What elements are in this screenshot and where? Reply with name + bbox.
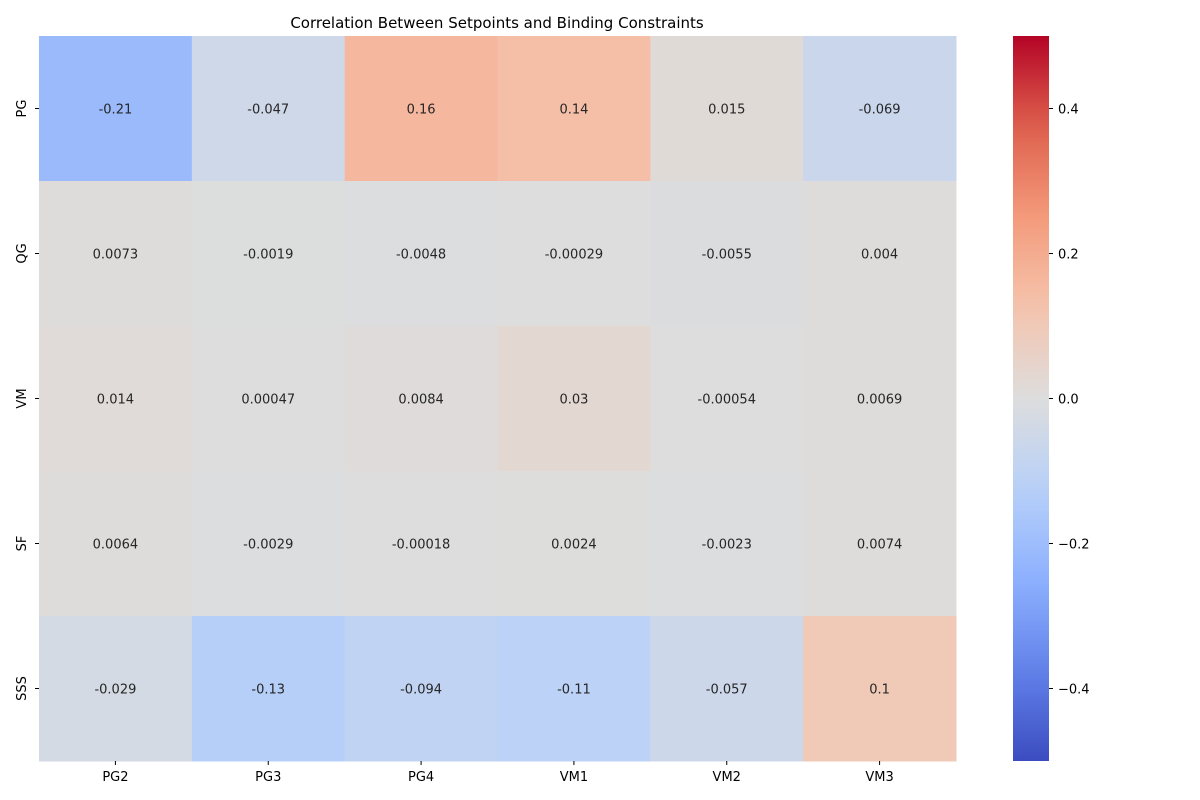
cell-value-label: 0.16: [407, 103, 436, 118]
heatmap-cell-pg-vm3: [803, 36, 957, 182]
heatmap-cell-qg-vm1: [497, 181, 651, 327]
cell-value-label: -0.069: [859, 103, 901, 118]
x-tick-label: PG3: [255, 770, 281, 785]
heatmap-cell-sss-pg3: [191, 616, 346, 762]
heatmap-cell-vm-pg2: [39, 326, 193, 472]
heatmap-cell-vm-vm1: [497, 326, 651, 472]
heatmap-cell-pg-pg4: [344, 36, 498, 182]
cell-value-label: -0.057: [706, 683, 748, 698]
cell-value-label: -0.00054: [698, 393, 756, 408]
heatmap-cell-sf-pg2: [39, 471, 193, 617]
heatmap-cell-qg-vm2: [650, 181, 804, 327]
cell-value-label: -0.00018: [392, 538, 450, 553]
cell-value-label: 0.14: [559, 103, 588, 118]
colorbar-gradient: [1013, 36, 1049, 761]
cell-value-label: -0.0023: [702, 538, 752, 553]
cell-value-label: -0.0055: [702, 248, 752, 263]
heatmap-cell-qg-pg3: [191, 181, 346, 327]
cell-value-label: 0.1: [869, 683, 890, 698]
heatmap-cell-qg-vm3: [803, 181, 957, 327]
y-tick-label: VM: [15, 388, 30, 408]
cell-value-label: 0.0074: [857, 538, 903, 553]
heatmap-cell-pg-pg2: [39, 36, 193, 182]
x-tick-label: VM2: [713, 770, 741, 785]
cell-value-label: 0.03: [559, 393, 588, 408]
cell-value-label: 0.0084: [398, 393, 444, 408]
colorbar-tick-label: 0.0: [1058, 393, 1079, 408]
cell-value-label: -0.0029: [243, 538, 293, 553]
heatmap-cell-sss-vm2: [650, 616, 804, 762]
cell-value-label: -0.13: [251, 683, 285, 698]
heatmap-cell-vm-pg4: [344, 326, 498, 472]
colorbar-tick-label: 0.4: [1058, 103, 1079, 118]
y-tick-label: QG: [15, 243, 30, 263]
heatmap-cells: [39, 36, 957, 762]
cell-value-label: -0.047: [247, 103, 289, 118]
cell-value-label: -0.029: [94, 683, 136, 698]
cell-value-label: -0.094: [400, 683, 442, 698]
cell-value-label: 0.014: [97, 393, 134, 408]
heatmap-cell-sss-pg4: [344, 616, 498, 762]
heatmap-cell-sf-vm2: [650, 471, 804, 617]
heatmap-cell-vm-vm3: [803, 326, 957, 472]
colorbar: −0.4 −0.2 0.0 0.2 0.4: [1013, 36, 1090, 761]
heatmap-cell-sf-vm1: [497, 471, 651, 617]
colorbar-tick-label: 0.2: [1058, 248, 1079, 263]
y-axis: PG QG VM SF SSS: [15, 100, 39, 701]
heatmap-cell-sf-pg3: [191, 471, 346, 617]
heatmap-cell-vm-vm2: [650, 326, 804, 472]
y-tick-label: PG: [15, 100, 30, 118]
cell-value-label: 0.00047: [241, 393, 295, 408]
cell-value-label: 0.0069: [857, 393, 903, 408]
heatmap-cell-labels: -0.21 -0.047 0.16 0.14 0.015 -0.069 0.0073 -0.0…: [93, 103, 903, 698]
heatmap-cell-pg-vm1: [497, 36, 651, 182]
cell-value-label: -0.11: [557, 683, 591, 698]
heatmap-cell-pg-pg3: [191, 36, 346, 182]
cell-value-label: 0.015: [708, 103, 745, 118]
cell-value-label: -0.0019: [243, 248, 293, 263]
cell-value-label: -0.00029: [545, 248, 603, 263]
heatmap-cell-sss-pg2: [39, 616, 193, 762]
heatmap-cell-sss-vm1: [497, 616, 651, 762]
heatmap-cell-vm-pg3: [191, 326, 346, 472]
x-tick-label: PG2: [102, 770, 128, 785]
cell-value-label: 0.004: [861, 248, 898, 263]
x-tick-label: VM3: [865, 770, 893, 785]
colorbar-tick-label: −0.4: [1058, 683, 1090, 698]
x-axis: PG2 PG3 PG4 VM1 VM2 VM3: [102, 761, 894, 785]
heatmap-cell-sss-vm3: [803, 616, 957, 762]
x-tick-label: VM1: [560, 770, 588, 785]
colorbar-tick-label: −0.2: [1058, 538, 1090, 553]
chart-title: Correlation Between Setpoints and Bindin…: [290, 14, 704, 32]
cell-value-label: 0.0073: [93, 248, 139, 263]
heatmap-cell-pg-vm2: [650, 36, 804, 182]
heatmap-cell-sf-vm3: [803, 471, 957, 617]
cell-value-label: -0.21: [99, 103, 133, 118]
y-tick-label: SF: [15, 536, 30, 552]
x-tick-label: PG4: [408, 770, 434, 785]
heatmap-cell-qg-pg2: [39, 181, 193, 327]
heatmap-cell-qg-pg4: [344, 181, 498, 327]
heatmap-cell-sf-pg4: [344, 471, 498, 617]
cell-value-label: 0.0064: [93, 538, 139, 553]
cell-value-label: -0.0048: [396, 248, 446, 263]
cell-value-label: 0.0024: [551, 538, 597, 553]
y-tick-label: SSS: [15, 676, 30, 701]
